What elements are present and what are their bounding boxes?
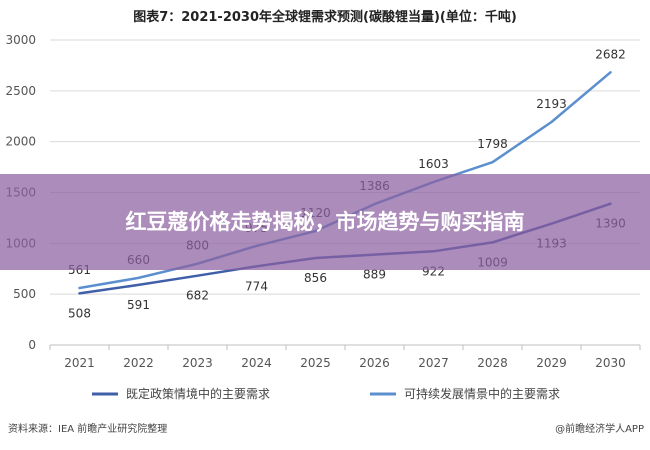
y-tick-label: 500 bbox=[13, 287, 36, 301]
x-tick-label: 2026 bbox=[359, 356, 390, 370]
y-tick-label: 0 bbox=[28, 338, 36, 352]
legend-label: 既定政策情境中的主要需求 bbox=[126, 386, 270, 401]
data-label-series-1: 856 bbox=[304, 271, 327, 285]
y-tick-label: 2500 bbox=[5, 84, 36, 98]
chart-title: 图表7：2021-2030年全球锂需求预测(碳酸锂当量)(单位：千吨) bbox=[133, 9, 517, 25]
data-label-series-1: 508 bbox=[68, 306, 91, 320]
legend: 既定政策情境中的主要需求 可持续发展情景中的主要需求 bbox=[92, 386, 560, 401]
x-tick-label: 2024 bbox=[241, 356, 272, 370]
x-tick-label: 2030 bbox=[595, 356, 626, 370]
x-tick-label: 2028 bbox=[477, 356, 508, 370]
x-tick-label: 2025 bbox=[300, 356, 331, 370]
headline-banner: 红豆蔻价格走势揭秘，市场趋势与购买指南 bbox=[0, 174, 650, 270]
x-tick-label: 2029 bbox=[536, 356, 567, 370]
data-label-series-2: 1603 bbox=[418, 157, 449, 171]
data-label-series-2: 2193 bbox=[536, 97, 567, 111]
data-label-series-2: 2682 bbox=[595, 47, 626, 61]
y-tick-label: 2000 bbox=[5, 135, 36, 149]
data-label-series-1: 889 bbox=[363, 268, 386, 282]
data-label-series-1: 774 bbox=[245, 279, 268, 293]
data-label-series-1: 682 bbox=[186, 289, 209, 303]
y-tick-label: 3000 bbox=[5, 33, 36, 47]
x-tick-label: 2021 bbox=[64, 356, 95, 370]
headline-text: 红豆蔻价格走势揭秘，市场趋势与购买指南 bbox=[125, 209, 525, 234]
data-label-series-1: 591 bbox=[127, 298, 150, 312]
x-tick-label: 2022 bbox=[123, 356, 154, 370]
brand-credit: @前瞻经济学人APP bbox=[555, 422, 644, 435]
data-label-series-2: 1798 bbox=[477, 137, 508, 151]
legend-label: 可持续发展情景中的主要需求 bbox=[404, 386, 560, 401]
x-tick-label: 2027 bbox=[418, 356, 449, 370]
source-note: 资料来源：IEA 前瞻产业研究院整理 bbox=[8, 422, 167, 435]
x-tick-label: 2023 bbox=[182, 356, 213, 370]
